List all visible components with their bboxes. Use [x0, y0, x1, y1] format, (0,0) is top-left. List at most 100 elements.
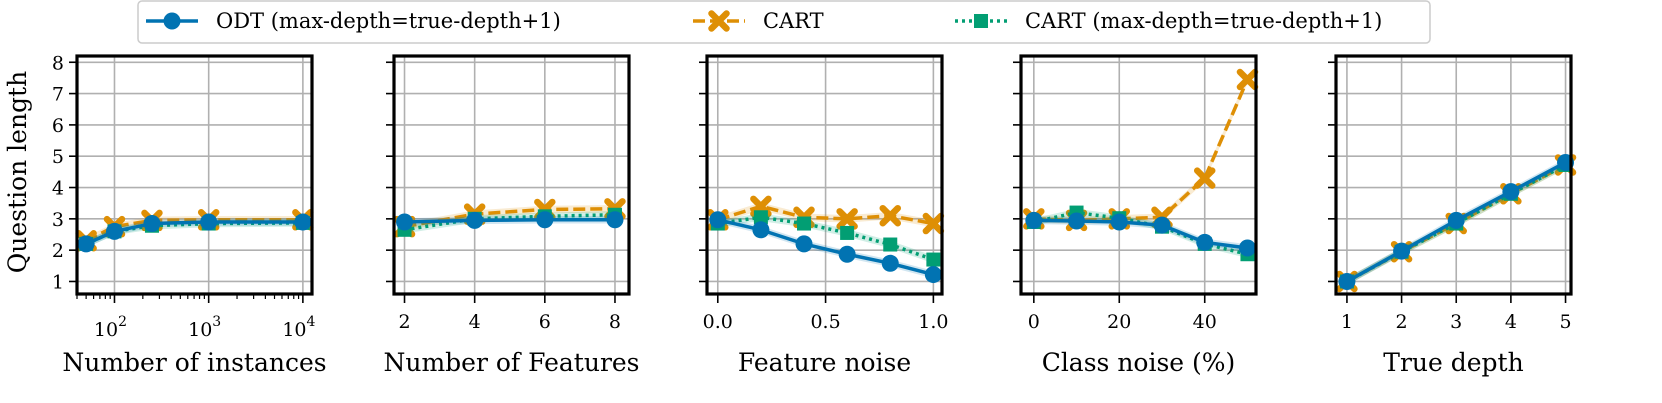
y-tick-label: 1 [52, 271, 64, 293]
legend-entry: CART [693, 9, 824, 33]
data-point [1068, 212, 1086, 230]
x-tick-label: 5 [1559, 311, 1571, 333]
y-tick-label: 4 [52, 178, 64, 200]
x-tick-base: 10 [282, 319, 306, 341]
x-axis-label: True depth [1383, 348, 1523, 377]
data-point [881, 254, 899, 272]
x-tick-label: 3 [1450, 311, 1462, 333]
data-point [1393, 242, 1411, 260]
y-axis-label: Question length [3, 71, 32, 273]
x-axis-label: Class noise (%) [1042, 348, 1236, 377]
y-tick-label: 7 [52, 84, 64, 106]
grid [394, 56, 629, 294]
y-tick-label: 5 [52, 146, 64, 168]
data-point [200, 213, 218, 231]
data-point [1447, 211, 1465, 229]
series-2 [1023, 68, 1259, 232]
x-tick-label: 102 [94, 314, 127, 341]
series-1 [396, 211, 624, 231]
x-tick-base: 10 [94, 319, 118, 341]
x-tick-label: 2 [1396, 311, 1408, 333]
confidence-band [717, 213, 934, 264]
data-point [883, 237, 898, 252]
axes-frame [1334, 54, 1573, 296]
x-tick-label: 6 [539, 311, 551, 333]
grid [1021, 56, 1256, 294]
legend-label: ODT (max-depth=true-depth+1) [216, 9, 561, 33]
x-tick-label: 1 [1341, 311, 1353, 333]
y-tick-label: 3 [52, 209, 64, 231]
axes-frame [705, 54, 944, 296]
series-1 [1025, 211, 1256, 257]
x-tick-label: 2 [398, 311, 410, 333]
x-axis-label: Number of instances [62, 348, 326, 377]
x-axis-label: Number of Features [383, 348, 639, 377]
grid [707, 56, 942, 294]
x-tick-label: 1.0 [918, 311, 948, 333]
data-point [797, 216, 812, 231]
x-tick-label: 20 [1107, 311, 1131, 333]
y-tick-label: 2 [52, 240, 64, 262]
y-tick-label: 8 [52, 52, 64, 74]
data-point [1196, 233, 1214, 251]
confidence-band [1033, 208, 1248, 258]
panel-5: 1 2 3 4 5 True depth [1328, 54, 1577, 377]
x-tick-label: 103 [188, 314, 221, 341]
data-point [753, 210, 768, 225]
data-point [838, 245, 856, 263]
data-point [466, 211, 484, 229]
data-point [1338, 272, 1356, 290]
data-point [1153, 216, 1171, 234]
x-tick-label: 0.5 [810, 311, 840, 333]
axes-frame [392, 54, 631, 296]
data-point [396, 213, 414, 231]
x-tick-exponent: 2 [118, 314, 127, 330]
data-point [143, 215, 161, 233]
data-point [795, 235, 813, 253]
x-tick-label: 4 [1505, 311, 1517, 333]
series-line [404, 213, 616, 232]
panel-2: 2 4 6 8 Number of Features [383, 54, 640, 377]
data-point [924, 266, 942, 284]
confidence-band [1033, 75, 1248, 225]
axes-frame [1019, 54, 1258, 296]
data-point [1238, 239, 1256, 257]
x-tick-exponent: 4 [307, 314, 316, 330]
data-point [606, 211, 624, 229]
legend-entry: CART (max-depth=true-depth+1) [955, 9, 1382, 33]
y-tick-label: 6 [52, 115, 64, 137]
series-line [717, 215, 934, 262]
data-point [105, 222, 123, 240]
series-1 [77, 213, 312, 253]
data-point [294, 213, 312, 231]
legend-label: CART [763, 9, 824, 33]
data-point [879, 204, 902, 227]
series-3 [1026, 205, 1255, 262]
series-line [404, 218, 615, 224]
data-point [836, 208, 858, 230]
series-1 [1338, 153, 1575, 290]
confidence-band [404, 211, 615, 234]
legend-frame [137, 0, 1431, 44]
legend-marker [974, 14, 988, 28]
data-point [1025, 211, 1043, 229]
x-tick-label: 104 [282, 314, 315, 341]
data-point [840, 225, 855, 240]
x-tick-label: 8 [609, 311, 621, 333]
x-tick-label: 0.0 [703, 311, 733, 333]
legend: ODT (max-depth=true-depth+1) CART CART (ma… [137, 0, 1431, 44]
data-point [709, 211, 727, 229]
data-point [1110, 213, 1128, 231]
panel-3: 0.0 0.5 1.0 Feature noise [699, 54, 948, 377]
x-tick-exponent: 3 [212, 314, 221, 330]
legend-marker [708, 10, 730, 32]
x-tick-base: 10 [188, 319, 212, 341]
legend-entry: ODT (max-depth=true-depth+1) [146, 9, 561, 33]
series-line [717, 204, 934, 226]
data-point [536, 211, 554, 229]
legend-marker [163, 12, 181, 30]
axes-frame [75, 54, 314, 296]
x-tick-label: 0 [1028, 311, 1040, 333]
